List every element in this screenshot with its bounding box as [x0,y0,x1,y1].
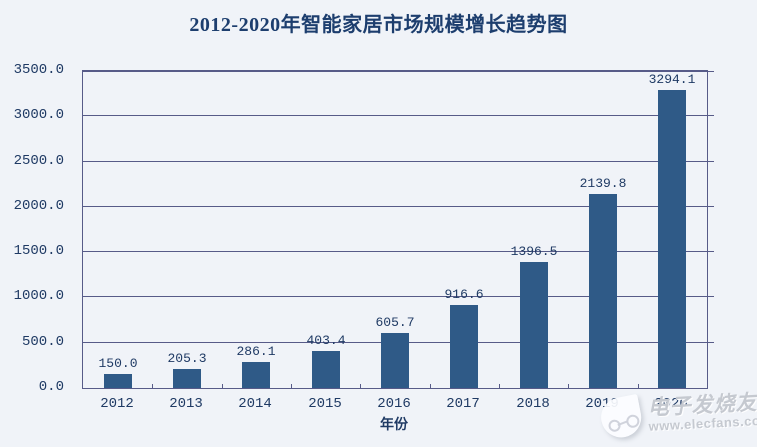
y-tick-label: 3500.0 [13,62,64,78]
watermark: 电子发烧友 www.elecfans.com [597,383,757,442]
bar-value-label: 1396.5 [510,244,558,259]
bar-2015 [312,351,340,388]
axis-tick [430,384,431,388]
x-axis-title: 年份 [380,416,408,432]
bar-value-label: 916.6 [444,287,484,302]
bar-value-label: 150.0 [98,356,138,371]
bar-2019 [589,194,617,388]
x-tick-label: 2020 [654,396,688,412]
axis-tick [708,251,714,253]
y-tick-label: 2500.0 [13,152,64,169]
gridline [83,71,707,72]
axis-tick [708,115,714,117]
axis-tick [708,205,714,207]
bar-value-label: 286.1 [236,344,276,359]
axis-tick [499,384,500,388]
axis-tick [708,341,714,343]
bar-value-label: 403.4 [306,333,346,348]
axis-tick [708,71,714,72]
elecfans-logo-icon [597,390,646,442]
bar-value-label: 2139.8 [579,176,627,191]
gridline [83,205,707,207]
bar-2014 [242,362,270,388]
gridline [83,251,707,253]
y-tick-label: 2000.0 [13,197,64,214]
x-tick-label: 2012 [100,396,134,412]
x-tick-label: 2014 [238,396,272,412]
bar-value-label: 205.3 [167,351,207,366]
bar-2020 [658,90,686,388]
bar-value-label: 3294.1 [648,72,696,87]
x-tick-label: 2018 [516,396,550,412]
watermark-text: 电子发烧友 www.elecfans.com [647,391,757,434]
bar-2012 [104,374,132,388]
chart-title: 2012-2020年智能家居市场规模增长趋势图 [189,14,568,36]
y-tick-label: 1000.0 [13,288,64,305]
axis-tick [708,160,714,162]
bar-2013 [173,369,201,388]
gridline [83,160,707,162]
axis-tick [222,384,223,388]
axis-tick [708,296,714,298]
axis-tick [291,384,292,388]
x-tick-label: 2015 [308,396,342,412]
y-tick-label: 0.0 [38,379,64,395]
bar-2016 [381,333,409,388]
x-tick-label: 2017 [446,396,480,412]
bar-2018 [520,262,548,388]
axis-tick [568,384,569,388]
axis-tick [638,384,639,388]
axis-tick [360,384,361,388]
bar-value-label: 605.7 [375,315,415,330]
gridline [83,296,707,298]
axis-tick [152,384,153,388]
y-tick-label: 500.0 [21,333,64,350]
x-tick-label: 2016 [377,396,411,412]
y-tick-label: 3000.0 [13,107,64,124]
x-tick-label: 2013 [169,396,203,412]
y-tick-label: 1500.0 [13,243,64,260]
gridline [83,115,707,117]
bar-2017 [450,305,478,388]
plot-area: 150.0 205.3 286.1 403.4 605.7 916.6 1396.5 2139… [82,70,714,389]
